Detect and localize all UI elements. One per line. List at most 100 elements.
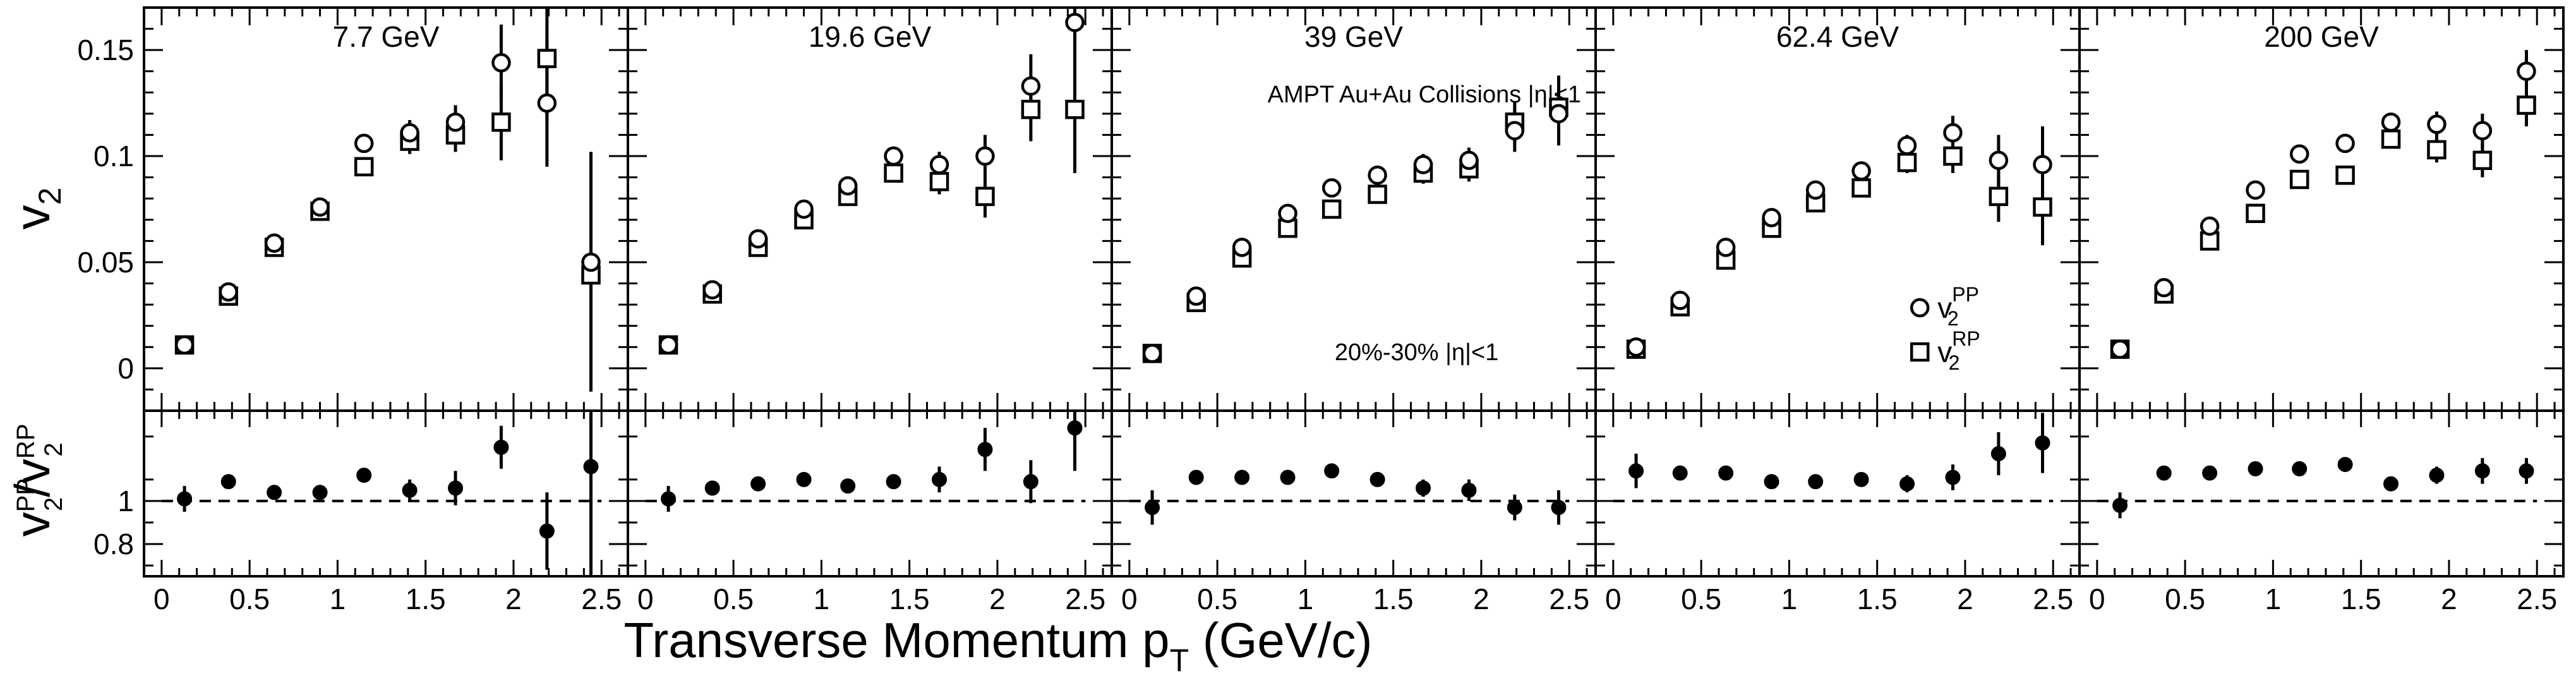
ratio-point [1853, 471, 1869, 487]
rp-point [491, 112, 511, 132]
rp-point [1278, 218, 1297, 238]
ratio-point [2337, 457, 2353, 473]
ratio-point [1067, 420, 1083, 436]
pp-point [219, 282, 238, 302]
pp-point [2033, 155, 2052, 174]
pp-point [264, 233, 284, 253]
rp-point [2246, 203, 2265, 223]
ratio-point [177, 491, 193, 507]
y-axis-title-top-sub: 2 [32, 188, 68, 205]
ratio-point [267, 485, 282, 500]
ratio-point [220, 474, 236, 490]
x-tick-label: 1.5 [2341, 583, 2381, 615]
y-axis-title-top-main: v [4, 205, 60, 229]
rp-point [1065, 99, 1085, 119]
panel-bottom-frame [627, 409, 1113, 578]
x-tick-label: 2 [2441, 583, 2457, 615]
ratio-point [2248, 461, 2263, 476]
pp-point [838, 176, 858, 196]
ratio-point [2156, 465, 2172, 481]
ratio-point [1416, 480, 1431, 496]
x-tick-label: 1.5 [889, 583, 930, 615]
x-tick-label: 2.5 [2517, 583, 2557, 615]
ratio-point [1764, 474, 1779, 490]
ratio-point [840, 478, 856, 494]
rp-point [2335, 166, 2355, 185]
pp-point [1368, 166, 1387, 185]
x-tick-label: 1 [1781, 583, 1798, 615]
y-axis-title-top: v2 [4, 188, 68, 230]
ratio-point [539, 523, 555, 539]
ratio-point [1808, 474, 1824, 490]
panel-title: 62.4 GeV [1776, 20, 1899, 53]
pp-point [884, 146, 903, 166]
rp-point [929, 172, 949, 191]
annotation-collision: AMPT Au+Au Collisions |η|<1 [1268, 82, 1581, 108]
pp-point [2200, 216, 2220, 236]
x-tick-label: 1 [1297, 583, 1314, 615]
y-tick-label-bottom: 1 [117, 485, 134, 518]
pp-point [2517, 61, 2536, 81]
pp-point [1989, 150, 2009, 171]
pp-point [2381, 112, 2401, 132]
x-tick-label: 0.5 [2165, 583, 2205, 615]
pp-point [1505, 121, 1525, 141]
panel-top-frame [627, 6, 1113, 412]
ratio-point [2112, 497, 2128, 513]
x-tick-label: 0.5 [229, 583, 270, 615]
ratio-point [796, 471, 812, 487]
pp-point [354, 133, 374, 154]
panel-title: 200 GeV [2264, 20, 2379, 53]
x-tick-label: 0 [637, 583, 654, 615]
legend-label: vPP 2 [1937, 283, 1979, 330]
x-tick-label: 2 [505, 583, 522, 615]
pp-point [1762, 208, 1781, 227]
pp-point [1626, 337, 1646, 357]
annotation-centrality: 20%-30% |η|<1 [1335, 339, 1499, 366]
panel-5: 0 0.5 1 1.5 2 2.5 200 GeV [2078, 6, 2565, 615]
rp-point [1943, 146, 1963, 166]
rp-point [884, 163, 903, 183]
pp-point [174, 335, 195, 355]
x-tick-label: 2.5 [581, 583, 622, 615]
y-axis-title-bottom: vPP2/vRP2 [4, 424, 68, 537]
rp-point [1897, 152, 1917, 172]
ratio-point [1023, 474, 1038, 490]
pp-point [794, 199, 814, 219]
ratio-point [356, 468, 372, 483]
rp-point [354, 157, 374, 177]
panel-bottom-frame [1110, 409, 1597, 578]
ratio-point [1369, 471, 1385, 487]
ratio-point [448, 480, 464, 496]
pp-point [2472, 121, 2493, 141]
panel-1: 0 0.5 1 1.5 2 2.5 0 0.05 0.1 0.15 0.8 1 7.7 GeV [77, 6, 629, 615]
pp-point [310, 197, 330, 217]
rp-point [1989, 186, 2009, 207]
pp-point [1321, 178, 1342, 198]
ratio-point [1188, 469, 1204, 485]
rp-point [1368, 185, 1387, 204]
panel-2: 0 0.5 1 1.5 2 2.5 19.6 GeV [627, 6, 1113, 615]
x-tick-label: 0 [1121, 583, 1138, 615]
panel-title: 39 GeV [1304, 20, 1403, 53]
x-axis-title: Transverse Momentum pT (GeV/c) [624, 612, 1373, 678]
legend-label: vRP 2 [1937, 327, 1980, 374]
x-tick-label: 0 [1605, 583, 1622, 615]
x-tick-label: 2 [1957, 583, 1973, 615]
rp-point [2381, 129, 2401, 149]
x-tick-label: 2 [989, 583, 1006, 615]
rp-point [2289, 169, 2309, 190]
pp-point [1065, 13, 1085, 32]
pp-point [1142, 344, 1162, 363]
pp-point [929, 155, 949, 174]
rp-point [1851, 178, 1871, 198]
ratio-point [2035, 435, 2050, 451]
pp-point [537, 93, 557, 113]
panel-top-frame [2078, 6, 2565, 412]
ratio-point [750, 476, 766, 492]
ratio-point [2519, 463, 2534, 479]
pp-point [2110, 339, 2130, 359]
ratio-point [932, 471, 948, 487]
